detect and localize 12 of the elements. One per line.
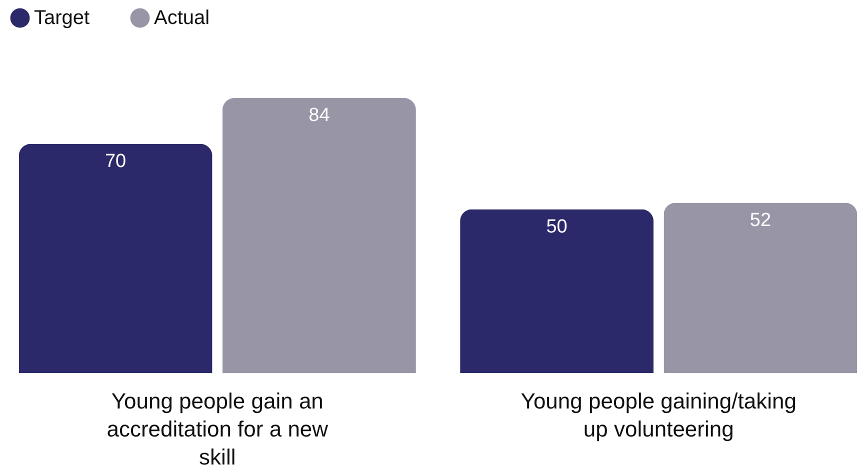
bar	[460, 209, 654, 373]
bar	[664, 202, 858, 373]
data-label: 84	[308, 105, 330, 126]
data-label: 50	[546, 216, 568, 238]
bar	[18, 144, 212, 373]
legend-label: Actual	[154, 7, 210, 29]
bar	[222, 98, 416, 373]
data-label: 70	[104, 150, 126, 172]
x-tick-label: Young people gaining/taking up volunteering	[520, 388, 796, 442]
x-tick-label: Young people gain an accreditation for a new skill	[106, 388, 328, 470]
legend-label: Target	[34, 7, 90, 29]
data-label: 52	[750, 210, 772, 231]
